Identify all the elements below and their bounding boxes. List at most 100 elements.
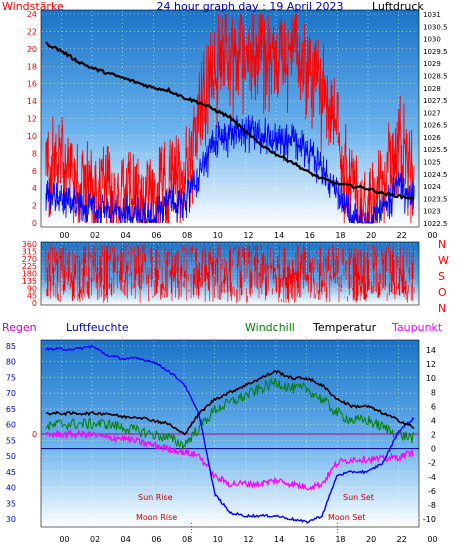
temperature-series [45, 369, 415, 436]
pressure-tick-label: 1031 [423, 11, 441, 19]
pressure-tick-label: 1024.5 [423, 171, 448, 179]
temperature-tick-label: 2 [431, 431, 436, 440]
time-tick-label: 00 [59, 231, 69, 240]
pressure-tick-label: 1022.5 [423, 220, 448, 228]
time-tick-label: 22 [397, 231, 407, 240]
humidity-tick-label: 80 [6, 358, 16, 367]
time-tick-label: 14 [274, 535, 284, 544]
pressure-tick-label: 1029 [423, 60, 441, 68]
temperature-tick-label: 0 [431, 445, 436, 454]
humidity-tick-label: 70 [6, 389, 16, 398]
direction-tick-label: 315 [22, 247, 37, 256]
direction-tick-label: 90 [27, 284, 37, 293]
humidity-label: Luftfeuchte [66, 321, 129, 334]
wind-tick-label: 22 [27, 27, 37, 36]
pressure-tick-label: 1026.5 [423, 122, 448, 130]
time-tick-label: 08 [182, 535, 192, 544]
humidity-tick-label: 45 [6, 468, 16, 477]
moon-set-label: Moon Set [328, 513, 365, 522]
dewpoint-series [45, 428, 415, 491]
pressure-series [45, 41, 415, 201]
humidity-tick-label: 85 [6, 342, 16, 351]
compass-letter: O [438, 286, 447, 299]
wind-tick-label: 2 [32, 202, 37, 211]
windchill-series [45, 376, 415, 450]
compass-letter: N [438, 238, 446, 251]
humidity-tick-label: 65 [6, 405, 16, 414]
rain-tick-label: 0 [32, 430, 37, 439]
sun-set-label: Sun Set [343, 493, 374, 502]
time-tick-label: 02 [90, 231, 100, 240]
pressure-tick-label: 1023.5 [423, 195, 448, 203]
temperature-tick-label: 8 [431, 388, 436, 397]
time-tick-label: 20 [366, 231, 376, 240]
pressure-tick-label: 1030 [423, 36, 441, 44]
wind-tick-label: 12 [27, 115, 37, 124]
pressure-tick-label: 1028 [423, 85, 441, 93]
direction-tick-label: 0 [32, 299, 37, 308]
compass-letter: S [438, 270, 445, 283]
time-tick-label: 20 [366, 535, 376, 544]
direction-tick-label: 225 [22, 262, 37, 271]
wind-direction-series [45, 244, 415, 303]
temperature-tick-label: 4 [431, 416, 436, 425]
time-tick-label: 18 [335, 535, 345, 544]
direction-tick-label: 360 [22, 240, 37, 249]
sun-rise-label: Sun Rise [138, 493, 173, 502]
wind-average-series [45, 115, 415, 224]
chart-series [41, 13, 419, 535]
windchill-label: Windchill [245, 321, 295, 334]
time-tick-label: 10 [213, 535, 223, 544]
pressure-tick-label: 1030.5 [423, 23, 448, 31]
pressure-tick-label: 1029.5 [423, 48, 448, 56]
humidity-tick-label: 60 [6, 421, 16, 430]
wind-tick-label: 20 [27, 45, 37, 54]
humidity-tick-label: 55 [6, 436, 16, 445]
chart-title: 24 hour graph day : 19 April 2023 [157, 0, 344, 13]
time-tick-label: 00 [427, 231, 437, 240]
humidity-tick-label: 30 [6, 515, 16, 524]
time-tick-label: 06 [151, 535, 161, 544]
humidity-tick-label: 35 [6, 499, 16, 508]
temperature-label: Temperatur [312, 321, 377, 334]
pressure-tick-label: 1025.5 [423, 146, 448, 154]
humidity-tick-label: 75 [6, 373, 16, 382]
time-tick-label: 04 [121, 535, 131, 544]
pressure-axis-title: Luftdruck [372, 0, 424, 13]
temperature-tick-label: 14 [426, 346, 436, 355]
direction-tick-label: 45 [27, 292, 37, 301]
temperature-tick-label: 12 [426, 360, 436, 369]
time-tick-label: 14 [274, 231, 284, 240]
pressure-tick-label: 1025 [423, 159, 441, 167]
dewpoint-label: Taupunkt [391, 321, 443, 334]
compass-letter: W [438, 254, 449, 267]
wind-tick-label: 16 [27, 80, 37, 89]
wind-tick-label: 4 [32, 184, 37, 193]
time-tick-label: 10 [213, 231, 223, 240]
pressure-tick-label: 1024 [423, 183, 441, 191]
pressure-tick-label: 1023 [423, 208, 441, 216]
time-tick-label: 06 [151, 231, 161, 240]
wind-gust-series [45, 13, 415, 224]
wind-tick-label: 18 [27, 62, 37, 71]
wind-tick-label: 6 [32, 167, 37, 176]
temperature-tick-label: -8 [428, 501, 436, 510]
temperature-tick-label: 6 [431, 402, 436, 411]
temperature-tick-label: 10 [426, 374, 436, 383]
time-tick-label: 22 [397, 535, 407, 544]
moon-rise-label: Moon Rise [136, 513, 177, 522]
rain-label: Regen [2, 321, 37, 334]
humidity-series [45, 344, 415, 524]
time-tick-label: 00 [427, 535, 437, 544]
pressure-tick-label: 1027 [423, 109, 441, 117]
direction-tick-label: 180 [22, 270, 37, 279]
time-tick-label: 00 [59, 535, 69, 544]
temperature-tick-label: -6 [428, 487, 436, 496]
time-tick-label: 12 [243, 535, 253, 544]
pressure-tick-label: 1027.5 [423, 97, 448, 105]
wind-axis-title: Windstärke [2, 0, 64, 13]
compass-letter: N [438, 302, 446, 315]
